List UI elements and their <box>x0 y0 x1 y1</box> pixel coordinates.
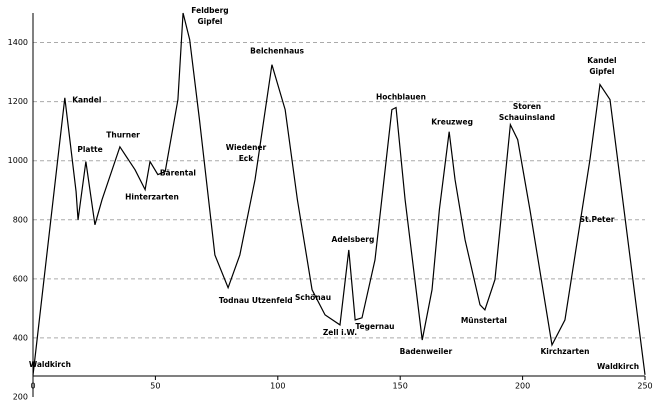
place-label: Wiedener <box>226 143 267 152</box>
place-label: Feldberg <box>191 6 228 15</box>
place-label: Schönau <box>295 293 331 302</box>
y-tick-label: 400 <box>13 333 28 342</box>
y-tick-label: 1400 <box>8 38 28 47</box>
y-tick-label: 1000 <box>8 156 28 165</box>
place-label: Hinterzarten <box>125 193 179 202</box>
place-label: Kandel <box>587 56 616 65</box>
place-label: Todnau Utzenfeld <box>219 296 293 305</box>
place-label: Tegernau <box>355 322 394 331</box>
x-tick-label: 150 <box>393 382 408 391</box>
place-label: Zell i.W. <box>323 328 357 337</box>
y-tick-label: 600 <box>13 274 28 283</box>
y-tick-label: 200 <box>13 393 28 402</box>
place-label: Münstertal <box>461 316 507 325</box>
place-label: Belchenhaus <box>250 46 304 55</box>
place-label: St.Peter <box>580 215 615 224</box>
place-label: Eck <box>239 154 255 163</box>
place-label: Waldkirch <box>597 362 639 371</box>
x-tick-label: 50 <box>150 382 160 391</box>
y-tick-label: 800 <box>13 215 28 224</box>
place-label: Schauinsland <box>499 113 555 122</box>
place-label: Waldkirch <box>29 360 71 369</box>
place-label: Bärental <box>160 169 196 178</box>
place-label: Adelsberg <box>332 235 375 244</box>
place-label: Kirchzarten <box>540 347 589 356</box>
place-label: Platte <box>77 145 102 154</box>
place-label: Kreuzweg <box>431 118 473 127</box>
place-label: Gipfel <box>589 67 614 76</box>
place-label: Thurner <box>106 131 140 140</box>
x-tick-label: 200 <box>515 382 530 391</box>
x-tick-label: 0 <box>30 382 35 391</box>
x-tick-label: 100 <box>270 382 285 391</box>
place-label: Badenweiler <box>400 347 453 356</box>
place-label: Kandel <box>72 96 101 105</box>
x-tick-label: 250 <box>637 382 652 391</box>
y-tick-label: 1200 <box>8 97 28 106</box>
place-label: Hochblauen <box>376 92 426 101</box>
place-label: Gipfel <box>197 17 222 26</box>
place-label: Storen <box>513 102 541 111</box>
elevation-line <box>32 12 646 376</box>
